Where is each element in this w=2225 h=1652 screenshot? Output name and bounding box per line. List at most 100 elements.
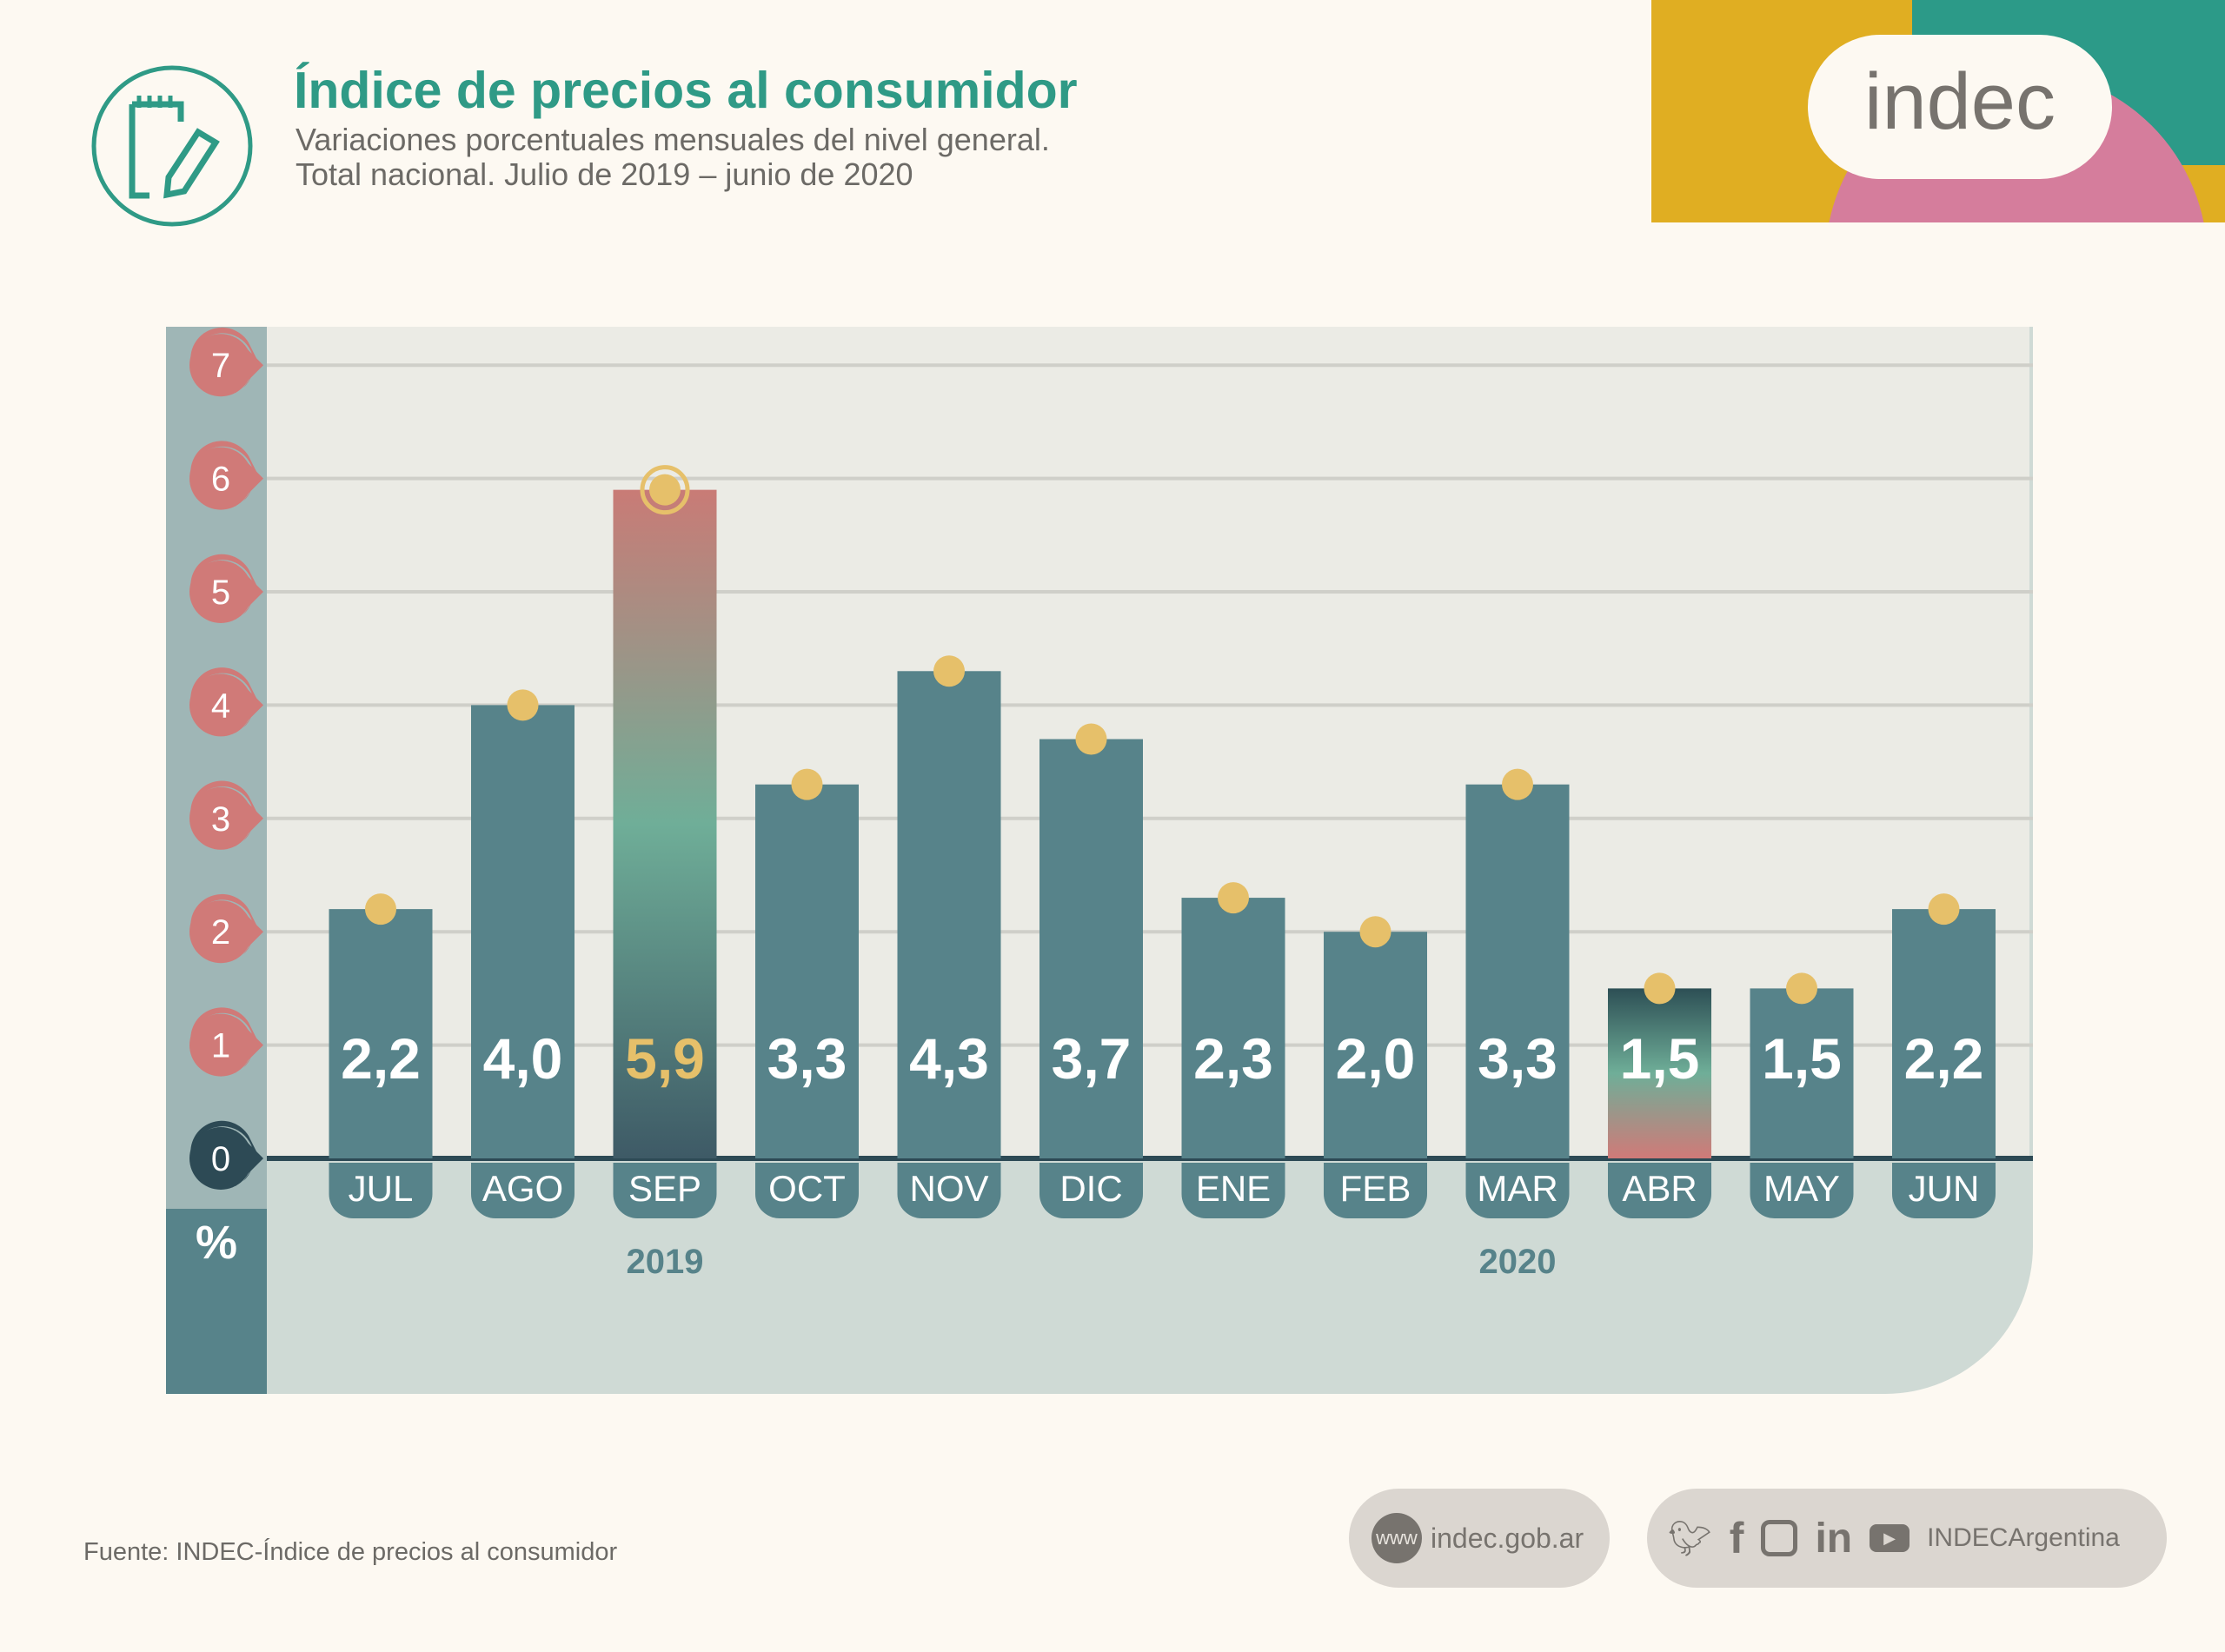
y-tick-marker	[236, 904, 263, 960]
y-tick-label: 0	[211, 1140, 230, 1178]
youtube-icon[interactable]: ▶	[1870, 1524, 1910, 1552]
twitter-icon[interactable]: 🐦︎	[1668, 1519, 1712, 1558]
www-badge: www	[1372, 1513, 1422, 1563]
value-label: 2,3	[1193, 1026, 1273, 1091]
month-label: ABR	[1622, 1168, 1697, 1209]
page-title: Índice de precios al consumidor	[294, 62, 1078, 119]
value-label: 2,2	[341, 1026, 421, 1091]
bar-sep	[613, 489, 717, 1158]
y-tick-marker	[236, 1017, 263, 1073]
indec-logo: indec	[1651, 0, 2225, 222]
value-dot	[1928, 893, 1960, 926]
month-tab	[1608, 1163, 1711, 1218]
subtitle-1: Variaciones porcentuales mensuales del n…	[296, 122, 1050, 157]
social-handle: INDECArgentina	[1927, 1523, 2120, 1552]
notepad-pencil-icon	[91, 65, 253, 227]
bar-ene	[1181, 898, 1285, 1158]
instagram-icon[interactable]	[1761, 1520, 1798, 1556]
chart-panel: 0 1 2 3 4 5 6 7 JUL 2,2 AGO 4,0 SEP 5,9 OCT 3,3 NOV 4,3 DI…	[166, 327, 2033, 1394]
y-tick-label: 4	[211, 687, 230, 725]
month-label: JUN	[1909, 1168, 1980, 1209]
value-label: 4,3	[909, 1026, 989, 1091]
value-dot	[933, 655, 965, 687]
value-dot	[1218, 882, 1249, 914]
y-tick-marker	[236, 677, 263, 733]
y-unit-strip	[166, 1209, 267, 1394]
y-tick-label: 1	[211, 1027, 230, 1065]
bar-dic	[1039, 739, 1143, 1158]
subtitle-2: Total nacional. Julio de 2019 – junio de…	[296, 156, 913, 192]
value-label: 1,5	[1620, 1026, 1700, 1091]
y-tick-label: 5	[211, 574, 230, 612]
month-tab	[1750, 1163, 1854, 1218]
y-tick-marker	[236, 564, 263, 620]
bar-mar	[1465, 784, 1570, 1158]
value-label: 1,5	[1762, 1026, 1842, 1091]
value-label: 4,0	[483, 1026, 563, 1091]
value-label: 3,3	[767, 1026, 847, 1091]
website-link[interactable]: www indec.gob.ar	[1349, 1489, 1610, 1588]
month-label: MAR	[1477, 1168, 1558, 1209]
month-label: AGO	[482, 1168, 563, 1209]
month-tab	[471, 1163, 575, 1218]
y-tick-label: 7	[211, 347, 230, 385]
month-label: SEP	[628, 1168, 701, 1209]
value-dot	[1644, 972, 1676, 1005]
month-label: DIC	[1059, 1168, 1122, 1209]
month-tab	[329, 1163, 433, 1218]
y-axis-label: %	[196, 1217, 237, 1269]
bar-jun	[1892, 909, 1996, 1158]
value-label: 2,0	[1336, 1026, 1416, 1091]
year-label: 2019	[627, 1243, 704, 1281]
y-tick-marker	[236, 450, 263, 507]
month-label: JUL	[349, 1168, 414, 1209]
month-tab	[755, 1163, 859, 1218]
linkedin-icon[interactable]: in	[1815, 1515, 1853, 1562]
value-label: 2,2	[1904, 1026, 1984, 1091]
month-tab	[1324, 1163, 1427, 1218]
month-tab	[1039, 1163, 1143, 1218]
y-tick-label: 6	[211, 461, 230, 499]
y-tick-marker	[236, 790, 263, 846]
month-label: ENE	[1196, 1168, 1271, 1209]
svg-text:indec: indec	[1864, 57, 2056, 146]
month-label: OCT	[768, 1168, 846, 1209]
month-label: NOV	[909, 1168, 988, 1209]
month-tab	[613, 1163, 717, 1218]
value-dot	[1502, 768, 1533, 800]
facebook-icon[interactable]: f	[1729, 1514, 1744, 1562]
value-label: 3,7	[1052, 1026, 1132, 1091]
year-label: 2020	[1479, 1243, 1557, 1281]
month-tab	[897, 1163, 1001, 1218]
month-tab	[1892, 1163, 1996, 1218]
y-tick-marker	[236, 337, 263, 394]
value-label: 5,9	[625, 1026, 705, 1091]
bar-chart: 0 1 2 3 4 5 6 7 JUL 2,2 AGO 4,0 SEP 5,9 OCT 3,3 NOV 4,3 DI…	[189, 327, 2033, 1281]
value-dot	[791, 768, 823, 800]
bar-oct	[755, 784, 859, 1158]
y-tick-label: 3	[211, 800, 230, 839]
bar-ago	[471, 705, 575, 1158]
value-dot	[365, 893, 396, 926]
source-note: Fuente: INDEC-Índice de precios al consu…	[83, 1538, 618, 1566]
bar-nov	[897, 671, 1001, 1158]
value-dot	[649, 474, 681, 506]
bar-may	[1750, 988, 1854, 1158]
max-ring	[640, 465, 690, 515]
value-dot	[1075, 723, 1107, 755]
value-dot	[507, 689, 539, 721]
month-tab	[1181, 1163, 1285, 1218]
social-links: 🐦︎ f in ▶ INDECArgentina	[1647, 1489, 2167, 1588]
value-dot	[1359, 916, 1391, 948]
month-tab	[1465, 1163, 1570, 1218]
y-tick-label: 2	[211, 913, 230, 952]
bar-jul	[329, 909, 433, 1158]
bar-feb	[1324, 932, 1427, 1158]
month-label: MAY	[1763, 1168, 1840, 1209]
bar-abr	[1608, 988, 1711, 1158]
website-text: indec.gob.ar	[1431, 1522, 1584, 1554]
value-dot	[1786, 972, 1817, 1005]
y-tick-marker	[236, 1131, 263, 1186]
value-label: 3,3	[1478, 1026, 1558, 1091]
month-label: FEB	[1340, 1168, 1411, 1209]
